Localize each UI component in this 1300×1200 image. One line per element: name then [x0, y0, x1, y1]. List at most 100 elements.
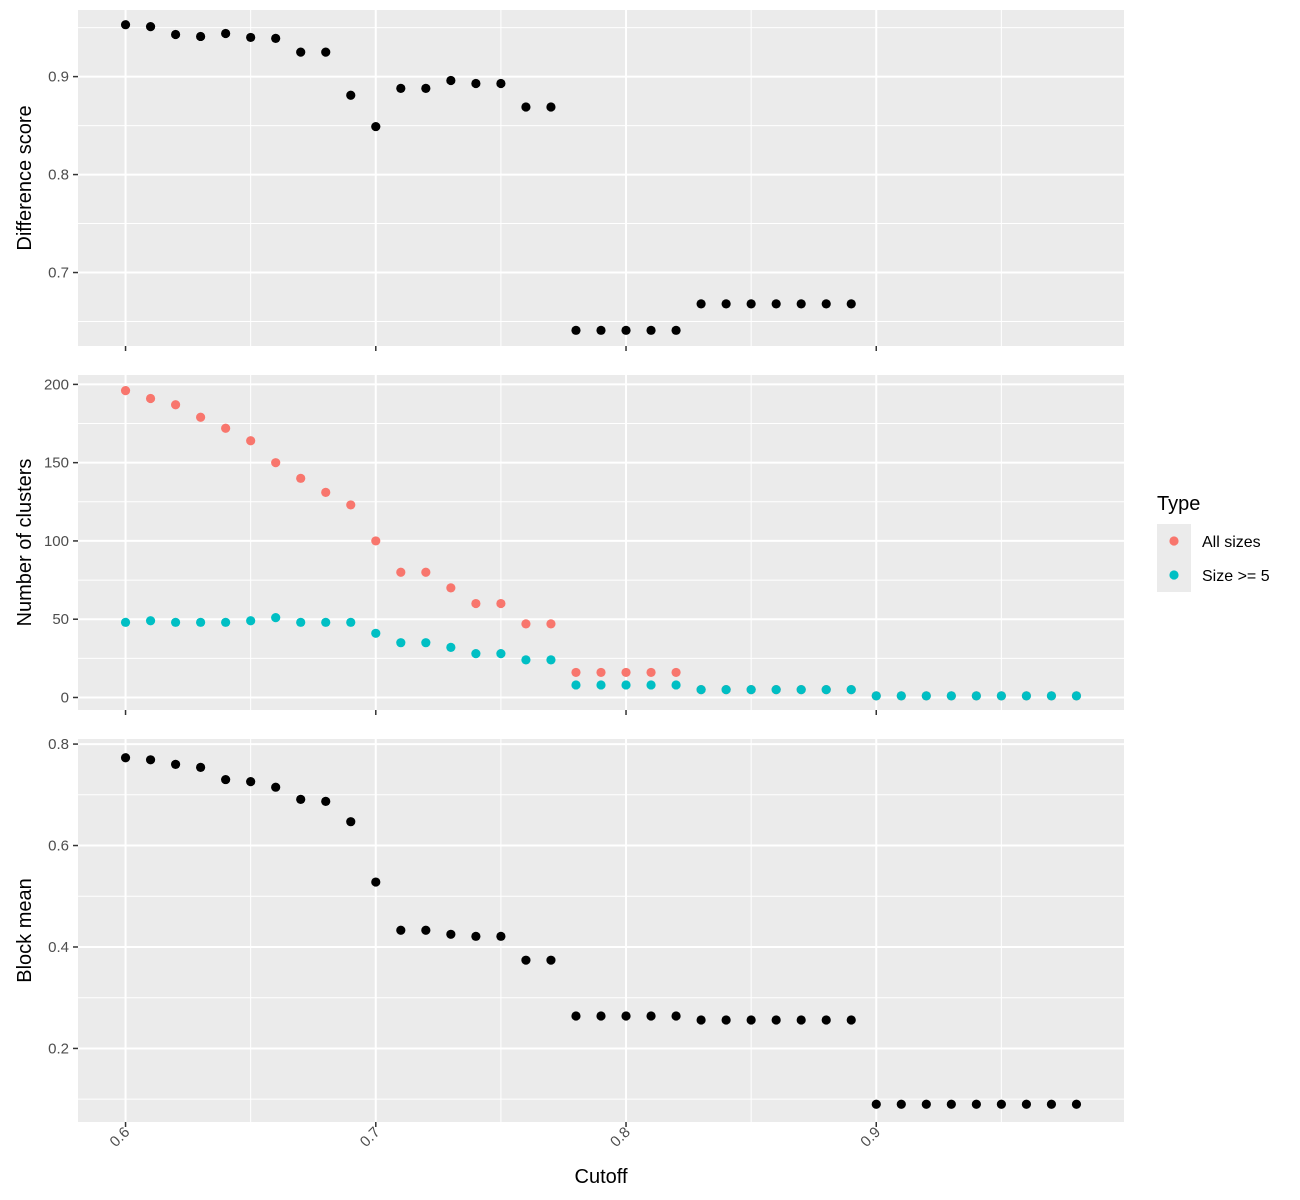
data-point: [521, 102, 531, 112]
data-point: [971, 691, 981, 701]
panel-background: [78, 739, 1124, 1122]
x-tick-label: 0.8: [607, 1124, 634, 1151]
series-block_mean: [120, 753, 1082, 1109]
data-point: [671, 667, 681, 678]
data-point: [896, 1099, 906, 1109]
data-point: [446, 642, 456, 652]
data-point: [196, 31, 206, 42]
y-tick-label: 0.4: [48, 939, 69, 956]
data-point: [246, 32, 256, 43]
data-point: [1046, 691, 1057, 701]
data-point: [296, 617, 306, 627]
x-tick-label: 0.6: [107, 1124, 134, 1151]
legend-swatch: [1169, 570, 1179, 580]
data-point: [221, 774, 231, 785]
data-point: [596, 1011, 606, 1021]
data-point: [271, 458, 281, 468]
data-point: [170, 29, 181, 40]
data-point: [846, 299, 856, 309]
data-point: [946, 1099, 956, 1109]
data-point: [546, 619, 556, 629]
data-point: [646, 325, 656, 335]
data-point: [371, 628, 381, 638]
data-point: [496, 78, 506, 89]
data-point: [471, 598, 481, 609]
data-point: [321, 796, 331, 806]
data-point: [546, 655, 556, 665]
data-point: [796, 685, 806, 695]
data-point: [671, 680, 681, 690]
panel-difference: 0.7 0.8 0.9 Difference score: [14, 10, 1124, 351]
data-point: [746, 299, 756, 309]
data-point: [1071, 691, 1082, 701]
data-point: [971, 1099, 981, 1109]
data-point: [646, 667, 656, 678]
data-point: [646, 680, 656, 690]
y-tick-label: 0.2: [48, 1040, 69, 1057]
data-point: [196, 617, 206, 627]
data-point: [471, 649, 481, 659]
data-point: [621, 680, 631, 690]
y-axis-title: Number of clusters: [14, 459, 36, 627]
data-point: [721, 299, 731, 309]
data-point: [771, 299, 781, 309]
data-point: [170, 617, 181, 627]
data-point: [246, 616, 256, 626]
data-point: [145, 393, 156, 404]
legend-entry: All sizes: [1157, 524, 1261, 558]
data-point: [921, 1099, 931, 1109]
y-tick-label: 0.9: [48, 69, 69, 86]
y-tick-label: 200: [44, 376, 69, 393]
data-point: [846, 685, 856, 695]
data-point: [571, 325, 581, 335]
data-point: [796, 1015, 806, 1025]
data-point: [746, 685, 756, 695]
data-point: [446, 929, 456, 939]
y-axis-title: Block mean: [14, 878, 36, 983]
data-point: [196, 412, 206, 422]
data-point: [396, 638, 406, 648]
data-point: [946, 691, 956, 701]
data-point: [571, 680, 581, 690]
y-tick-label: 100: [44, 533, 69, 550]
y-tick-label: 0.8: [48, 167, 69, 184]
data-point: [296, 47, 306, 57]
data-point: [120, 617, 131, 627]
panel-clusters: 0 50 100 150 200 Number of clusters: [14, 375, 1124, 715]
legend: Type All sizes Size >= 5: [1157, 493, 1270, 592]
data-point: [446, 75, 456, 86]
data-point: [120, 386, 131, 396]
y-tick-label: 0: [61, 689, 69, 706]
data-point: [521, 955, 531, 965]
data-point: [271, 613, 281, 623]
y-tick-label: 0.7: [48, 265, 69, 282]
x-tick-label: 0.9: [857, 1124, 884, 1151]
data-point: [621, 1011, 631, 1021]
data-point: [521, 619, 531, 629]
data-point: [271, 33, 281, 44]
data-point: [371, 536, 381, 546]
data-point: [596, 680, 606, 690]
data-point: [346, 90, 356, 100]
data-point: [421, 567, 431, 577]
data-point: [396, 925, 406, 935]
x-tick-label: 0.7: [357, 1124, 384, 1151]
data-point: [696, 1015, 706, 1025]
data-point: [771, 685, 781, 695]
data-point: [721, 685, 731, 695]
y-tick-label: 50: [52, 611, 69, 628]
data-point: [396, 567, 406, 577]
data-point: [196, 762, 206, 773]
data-point: [1021, 1099, 1032, 1109]
data-point: [596, 325, 606, 335]
data-point: [521, 655, 531, 665]
data-point: [871, 1099, 881, 1109]
data-point: [296, 473, 306, 483]
data-point: [421, 638, 431, 648]
data-point: [896, 691, 906, 701]
data-point: [346, 617, 356, 627]
data-point: [221, 423, 231, 433]
data-point: [246, 436, 256, 446]
data-point: [696, 299, 706, 309]
data-point: [221, 617, 231, 627]
